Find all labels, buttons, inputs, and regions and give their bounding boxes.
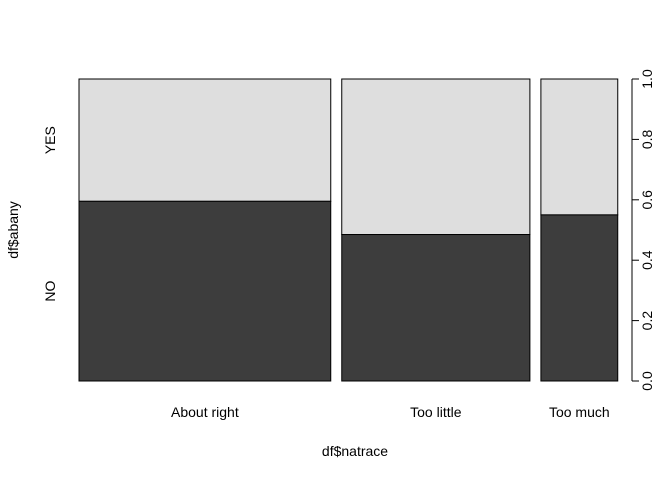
y-tick-label: 0.8 <box>639 129 655 149</box>
bar-yes-too-little <box>341 78 531 236</box>
x-tick-labels: About right Too little Too much <box>171 404 610 420</box>
bar-no-too-little <box>341 234 531 382</box>
bars-group <box>78 78 619 382</box>
bar-yes-about-right <box>78 78 332 202</box>
y-tick-label: 1.0 <box>639 69 655 89</box>
x-tick-label-about-right: About right <box>171 404 239 420</box>
bar-no-too-much <box>540 214 619 382</box>
y-tick-label: 0.0 <box>639 371 655 391</box>
x-tick-label-too-little: Too little <box>410 404 462 420</box>
y-level-labels: NO YES <box>42 126 58 302</box>
right-y-axis: 0.0 0.2 0.4 0.6 0.8 1.0 <box>631 69 655 391</box>
y-tick-label: 0.2 <box>639 311 655 331</box>
x-axis-label: df$natrace <box>322 443 388 459</box>
y-tick-label: 0.4 <box>639 250 655 270</box>
x-tick-label-too-much: Too much <box>549 404 610 420</box>
level-label-no: NO <box>42 281 58 302</box>
bar-no-about-right <box>78 200 332 382</box>
level-label-yes: YES <box>42 126 58 154</box>
y-tick-label: 0.6 <box>639 190 655 210</box>
y-axis-label: df$abany <box>5 201 21 259</box>
bar-yes-too-much <box>540 78 619 216</box>
